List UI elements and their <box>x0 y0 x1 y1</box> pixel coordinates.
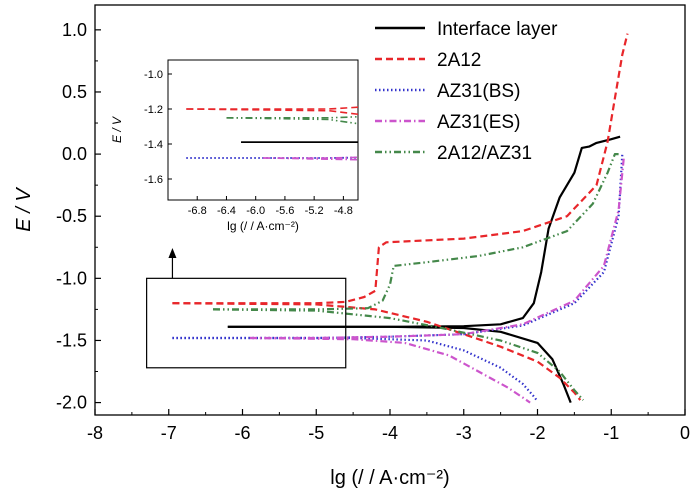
zoom-region-box <box>146 277 347 369</box>
series-line-2a12-az31-cathodic <box>212 308 585 401</box>
series-line-interface-layer-cathodic <box>227 325 572 404</box>
x-tick-label: -8 <box>87 423 103 443</box>
inset-x-tick-label: -6.0 <box>246 205 265 217</box>
zoom-arrow-head <box>168 248 177 258</box>
inset-x-tick-label: -4.8 <box>334 205 353 217</box>
inset-y-tick-label: -1.4 <box>144 139 163 151</box>
legend-label: 2A12/AZ31 <box>437 143 532 164</box>
inset-x-tick-label: -6.4 <box>217 205 236 217</box>
legend-label: AZ31(BS) <box>437 81 520 102</box>
x-tick-label: -4 <box>382 423 398 443</box>
inset-y-axis-title: E / V <box>110 116 124 143</box>
x-tick-label: -5 <box>308 423 324 443</box>
x-tick-label: -7 <box>161 423 177 443</box>
inset-x-tick-label: -6.8 <box>188 205 207 217</box>
x-tick-label: -1 <box>603 423 619 443</box>
inset-y-tick-label: -1.2 <box>144 104 163 116</box>
inset-x-tick-label: -5.2 <box>305 205 324 217</box>
y-tick-label: -1.0 <box>56 268 87 288</box>
series-line-az31-es-cathodic <box>249 336 531 404</box>
series-line-2a12-cathodic <box>172 302 582 401</box>
inset-y-tick-label: -1.0 <box>144 69 163 81</box>
inset-x-tick-label: -5.6 <box>275 205 294 217</box>
y-tick-label: 0.0 <box>62 144 87 164</box>
y-tick-label: -1.5 <box>56 330 87 350</box>
inset-frame <box>167 59 359 201</box>
series-line-az31-bs-cathodic <box>172 336 539 402</box>
inset-y-tick-label: -1.6 <box>144 174 163 186</box>
x-tick-label: 0 <box>680 423 690 443</box>
series-line-2a12-az31-anodic <box>213 153 619 311</box>
x-tick-label: -2 <box>529 423 545 443</box>
x-axis-title: lg (/ / A·cm⁻²) <box>330 467 449 489</box>
y-axis-title: E / V <box>13 187 35 232</box>
legend-label: AZ31(ES) <box>437 112 520 133</box>
series-line-az31-es-anodic <box>249 157 625 340</box>
legend-label: Interface layer <box>437 19 558 40</box>
y-tick-label: 0.5 <box>62 82 87 102</box>
inset-plot: -6.8 -6.4 -6.0 -5.6 -5.2 -4.8 -1.0 -1.2 -1.4 -1.6… <box>110 59 359 233</box>
main-plot: -8 -7 -6 -5 -4 -3 -2 -1 0 1.0 0.5 0.0 -0.5 -1.0 -1.5 -2… <box>13 4 690 489</box>
x-tick-label: -3 <box>456 423 472 443</box>
x-tick-label: -6 <box>234 423 250 443</box>
legend: Interface layer 2A12 AZ31(BS) AZ31(ES) 2A12/… <box>375 19 558 164</box>
y-tick-label: 1.0 <box>62 20 87 40</box>
inset-x-axis-title: lg (/ / A·cm⁻²) <box>227 219 299 233</box>
y-tick-label: -2.0 <box>56 393 87 413</box>
inset-line-az31-es-anodic <box>263 156 358 159</box>
legend-label: 2A12 <box>437 50 481 71</box>
y-tick-label: -0.5 <box>56 206 87 226</box>
inset-series <box>186 106 358 161</box>
series-line-2a12-anodic <box>172 33 629 305</box>
